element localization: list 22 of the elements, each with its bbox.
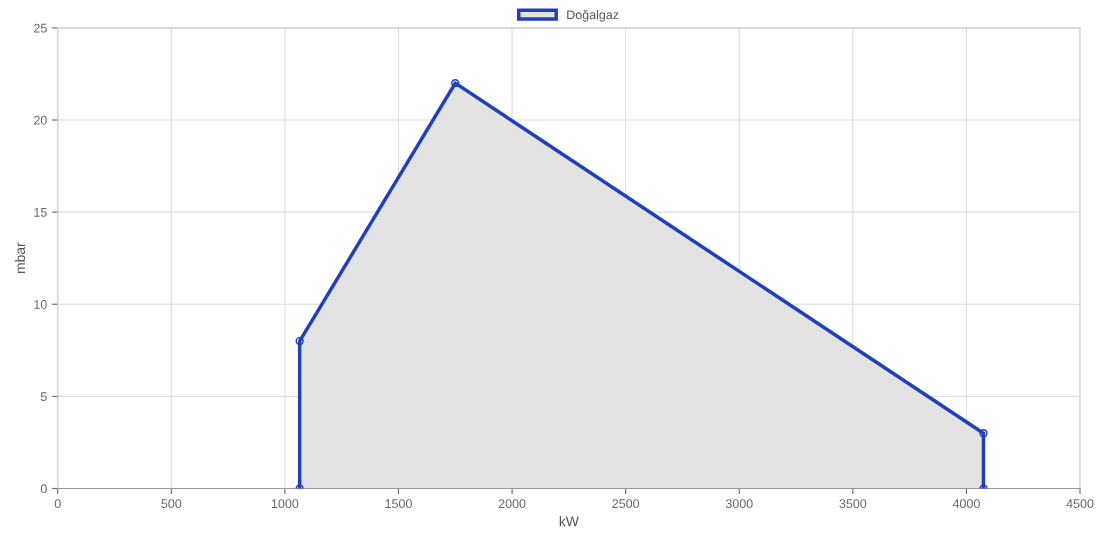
x-tick-label: 0 xyxy=(54,499,61,509)
x-tick-label: 2000 xyxy=(498,499,526,509)
x-tick-label: 1000 xyxy=(271,499,299,509)
x-axis-title: kW xyxy=(559,516,579,527)
y-tick-label: 0 xyxy=(40,484,47,494)
x-tick-label: 3500 xyxy=(839,499,867,509)
point xyxy=(979,429,988,438)
point xyxy=(295,336,304,346)
y-tick-label: 20 xyxy=(34,115,47,125)
x-tick-label: 3000 xyxy=(725,499,753,509)
y-tick-label: 10 xyxy=(34,300,47,309)
legend-label: Doğalgaz xyxy=(567,9,619,22)
y-tick-label: 25 xyxy=(34,23,47,33)
x-tick-label: 4500 xyxy=(1066,499,1094,509)
x-tick-label: 2500 xyxy=(612,499,640,509)
point xyxy=(451,78,460,88)
y-tick-label: 5 xyxy=(40,392,47,402)
x-tick-label: 1500 xyxy=(385,499,412,509)
y-tick-label: 15 xyxy=(34,208,47,217)
y-axis-title: mbar xyxy=(14,242,26,274)
x-tick-label: 500 xyxy=(161,499,182,509)
x-tick-label: 4000 xyxy=(952,499,980,509)
